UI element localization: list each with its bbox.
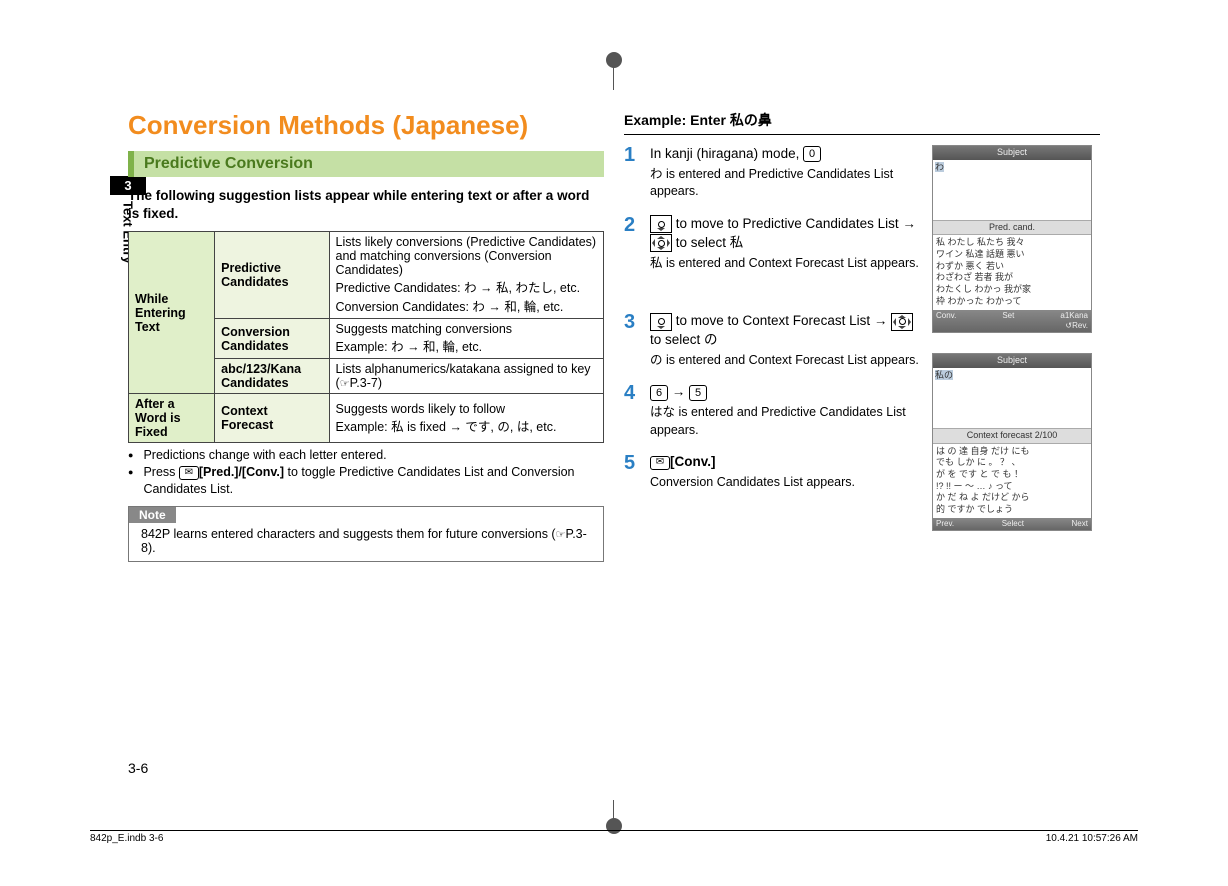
key-0: 0 xyxy=(803,146,821,162)
cell-context-desc: Suggests words likely to follow Example:… xyxy=(329,394,603,443)
cand-label: Context forecast 2/100 xyxy=(933,428,1091,444)
shot-title: Subject xyxy=(933,354,1091,368)
step-number: 2 xyxy=(624,215,640,272)
cell-predictive-desc: Lists likely conversions (Predictive Can… xyxy=(329,232,603,319)
section-heading: Predictive Conversion xyxy=(128,151,604,177)
cand-list: は の 達 自身 だけ にも でも しか に 。 ？ 、 が を です と で … xyxy=(933,444,1091,518)
bullet-list: Predictions change with each letter ente… xyxy=(128,447,604,498)
softkey-center: Select xyxy=(1002,519,1024,529)
cand-label: Pred. cand. xyxy=(933,220,1091,236)
bullet-dot xyxy=(128,464,137,498)
page-number: 3-6 xyxy=(128,760,148,776)
step-5: 5 [Conv.] Conversion Candidates List app… xyxy=(624,453,920,491)
pointer-icon xyxy=(556,527,566,541)
cell-while-entering: While Entering Text xyxy=(129,232,215,394)
note-label: Note xyxy=(129,507,176,523)
cell-abc-label: abc/123/Kana Candidates xyxy=(215,359,329,394)
step-number: 5 xyxy=(624,453,640,491)
step-number: 1 xyxy=(624,145,640,201)
mail-key-icon xyxy=(179,466,199,480)
bullet-2: Press [Pred.]/[Conv.] to toggle Predicti… xyxy=(143,464,604,498)
note-box: Note 842P learns entered characters and … xyxy=(128,506,604,562)
left-column: Conversion Methods (Japanese) Predictive… xyxy=(128,110,604,562)
cell-abc-desc: Lists alphanumerics/katakana assigned to… xyxy=(329,359,603,394)
phone-shot-1: Subject わ Pred. cand. 私 わたし 私たち 我々 ワイン 私… xyxy=(932,145,1092,333)
right-column: Example: Enter 私の鼻 1 In kanji (hiragana)… xyxy=(624,110,1100,562)
nav-down-icon xyxy=(650,313,672,331)
cell-conversion-label: Conversion Candidates xyxy=(215,319,329,359)
bullet-1: Predictions change with each letter ente… xyxy=(143,447,386,464)
softkey-center: Set xyxy=(1002,311,1014,332)
print-footer: 842p_E.indb 3-6 10.4.21 10:57:26 AM xyxy=(90,830,1138,844)
phone-screenshots: Subject わ Pred. cand. 私 わたし 私たち 我々 ワイン 私… xyxy=(932,145,1100,531)
footer-left: 842p_E.indb 3-6 xyxy=(90,833,163,844)
page-title: Conversion Methods (Japanese) xyxy=(128,110,604,141)
step-1: 1 In kanji (hiragana) mode, 0 わ is enter… xyxy=(624,145,920,201)
mail-key-icon xyxy=(650,456,670,470)
step-2: 2 to move to Predictive Candidates List … xyxy=(624,215,920,272)
cand-list: 私 わたし 私たち 我々 ワイン 私達 話題 悪い わずか 悪く 若い わざわざ… xyxy=(933,235,1091,309)
softkey-right: Next xyxy=(1072,519,1088,529)
example-title: Example: Enter 私の鼻 xyxy=(624,110,1100,135)
footer-right: 10.4.21 10:57:26 AM xyxy=(1046,833,1138,844)
pointer-icon xyxy=(340,376,350,390)
cell-after-fixed: After a Word is Fixed xyxy=(129,394,215,443)
shot-title: Subject xyxy=(933,146,1091,160)
step-2-sub: 私 is entered and Context Forecast List a… xyxy=(650,255,920,273)
key-6: 6 xyxy=(650,385,668,401)
step-number: 3 xyxy=(624,312,640,369)
nav-all-icon xyxy=(891,313,913,331)
cell-context-label: Context Forecast xyxy=(215,394,329,443)
note-text: 842P learns entered characters and sugge… xyxy=(141,527,595,555)
cell-predictive-label: Predictive Candidates xyxy=(215,232,329,319)
bullet-dot xyxy=(128,447,137,464)
entered-text: 私の xyxy=(935,370,953,380)
cell-conversion-desc: Suggests matching conversions Example: わ… xyxy=(329,319,603,359)
step-5-sub: Conversion Candidates List appears. xyxy=(650,474,920,492)
step-3: 3 to move to Context Forecast List → to … xyxy=(624,312,920,369)
step-4: 4 6 → 5 はな is entered and Predictive Can… xyxy=(624,383,920,439)
nav-all-icon xyxy=(650,234,672,252)
nav-down-icon xyxy=(650,215,672,233)
phone-shot-2: Subject 私の Context forecast 2/100 は の 達 … xyxy=(932,353,1092,531)
softkey-left: Prev. xyxy=(936,519,954,529)
step-1-sub: わ is entered and Predictive Candidates L… xyxy=(650,166,920,201)
softkey-left: Conv. xyxy=(936,311,956,332)
step-3-sub: の is entered and Context Forecast List a… xyxy=(650,352,920,370)
lead-text: The following suggestion lists appear wh… xyxy=(128,187,604,223)
softkey-right: a1Kana ↺Rev. xyxy=(1060,311,1088,332)
step-number: 4 xyxy=(624,383,640,439)
step-4-sub: はな is entered and Predictive Candidates … xyxy=(650,404,920,439)
key-5: 5 xyxy=(689,385,707,401)
conversion-table: While Entering Text Predictive Candidate… xyxy=(128,231,604,443)
